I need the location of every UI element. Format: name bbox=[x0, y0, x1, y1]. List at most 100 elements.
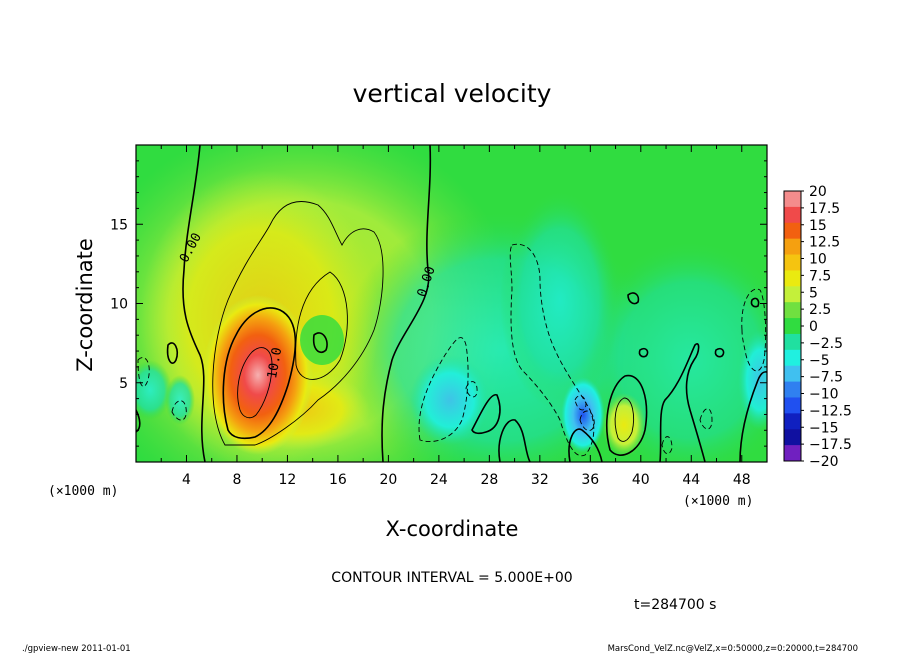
x-tick-label: 8 bbox=[232, 472, 241, 488]
time-label: t=284700 s bbox=[634, 597, 716, 613]
colorbar-swatch bbox=[784, 333, 801, 351]
y-axis: 5 10 15 bbox=[110, 160, 767, 447]
colorbar-label: −12.5 bbox=[809, 403, 852, 419]
colorbar-label: 7.5 bbox=[809, 268, 831, 284]
colorbar-swatch bbox=[784, 349, 801, 367]
colorbar: 2017.51512.5107.552.50−2.5−5−7.5−10−12.5… bbox=[783, 184, 852, 470]
colorbar-label: −20 bbox=[809, 454, 839, 470]
x-tick-label: 32 bbox=[531, 472, 549, 488]
y-axis-label: Z-coordinate bbox=[73, 238, 97, 372]
x-tick-label: 40 bbox=[632, 472, 650, 488]
contour-zero bbox=[498, 419, 531, 462]
field-band bbox=[500, 190, 620, 410]
contour-neg bbox=[465, 381, 478, 398]
contour-zero bbox=[638, 347, 649, 358]
colorbar-swatch bbox=[784, 365, 801, 383]
contour-neg bbox=[509, 243, 595, 457]
x-tick-label: 20 bbox=[379, 472, 397, 488]
contour-interval: CONTOUR INTERVAL = 5.000E+00 bbox=[331, 570, 572, 586]
field-band bbox=[738, 330, 767, 430]
x-tick-label: 16 bbox=[329, 472, 347, 488]
colorbar-swatch bbox=[784, 238, 801, 256]
y-tick-label: 5 bbox=[119, 376, 128, 392]
field-band bbox=[602, 393, 646, 457]
contour-zero bbox=[136, 409, 141, 433]
x-axis: 4 8 12 16 20 24 28 32 36 40 44 48 bbox=[160, 145, 751, 488]
field-band bbox=[165, 375, 195, 425]
colorbar-swatch bbox=[784, 286, 801, 303]
contour-neg bbox=[579, 410, 595, 431]
field-band bbox=[136, 360, 172, 420]
contour-neg bbox=[418, 337, 469, 442]
colorbar-label: −7.5 bbox=[809, 370, 843, 386]
colorbar-swatch bbox=[784, 397, 801, 414]
contour-zero bbox=[381, 145, 432, 462]
colorbar-swatch bbox=[784, 254, 801, 271]
colorbar-label: 5 bbox=[809, 285, 818, 301]
colorbar-swatch bbox=[784, 413, 801, 430]
colorbar-label: 10 bbox=[809, 252, 827, 268]
contour-zero bbox=[659, 343, 706, 462]
colorbar-label: 12.5 bbox=[809, 235, 840, 251]
contour-neg bbox=[661, 436, 673, 455]
colorbar-label: −2.5 bbox=[809, 336, 843, 352]
contour-zero bbox=[471, 394, 501, 435]
x-unit-left: (×1000 m) bbox=[48, 484, 118, 499]
contour-neg bbox=[137, 357, 150, 387]
contour-five bbox=[606, 375, 648, 456]
x-tick-label: 24 bbox=[430, 472, 448, 488]
colorbar-label: −17.5 bbox=[809, 437, 852, 453]
contour-five bbox=[614, 397, 635, 442]
colorbar-label: −10 bbox=[809, 387, 839, 403]
contour-neg bbox=[741, 288, 767, 372]
x-tick-label: 12 bbox=[279, 472, 297, 488]
colorbar-label: 2.5 bbox=[809, 302, 831, 318]
x-tick-label: 36 bbox=[581, 472, 599, 488]
x-axis-label: X-coordinate bbox=[386, 517, 519, 541]
contour-zero bbox=[714, 347, 725, 358]
contour-neg bbox=[574, 395, 587, 411]
contour-zero bbox=[166, 342, 179, 364]
chart-title: vertical velocity bbox=[353, 79, 552, 108]
contour-five bbox=[212, 201, 384, 446]
x-tick-label: 28 bbox=[480, 472, 498, 488]
colorbar-label: 0 bbox=[809, 319, 818, 335]
field-band bbox=[410, 355, 490, 445]
contour-zero bbox=[750, 297, 760, 308]
program-info: ./gpview-new 2011-01-01 bbox=[22, 644, 131, 654]
x-tick-label: 4 bbox=[182, 472, 191, 488]
contour-lines bbox=[136, 145, 767, 462]
contour-neg bbox=[171, 400, 187, 421]
contour-fifteen bbox=[237, 347, 273, 419]
colorbar-swatch bbox=[784, 270, 801, 287]
contour-zero bbox=[568, 428, 603, 462]
contour-zero bbox=[739, 371, 767, 462]
field-band bbox=[203, 295, 313, 455]
x-unit-right: (×1000 m) bbox=[683, 494, 753, 509]
colorbar-swatch bbox=[784, 222, 801, 240]
y-tick-label: 10 bbox=[110, 297, 128, 313]
colorbar-swatch bbox=[784, 381, 801, 398]
colorbar-swatch bbox=[784, 445, 801, 462]
colorbar-swatch bbox=[784, 318, 801, 335]
colorbar-swatch bbox=[784, 191, 801, 208]
contour-neg bbox=[699, 408, 713, 430]
colorbar-swatch bbox=[784, 206, 801, 224]
contour-five bbox=[312, 332, 328, 354]
colorbar-label: 20 bbox=[809, 184, 827, 200]
contour-five bbox=[295, 271, 348, 380]
colorbar-swatch bbox=[784, 302, 801, 319]
colorbar-label: −5 bbox=[809, 353, 830, 369]
x-tick-label: 48 bbox=[733, 472, 751, 488]
contour-label: 10.0 bbox=[265, 346, 285, 379]
contour-zero bbox=[182, 145, 206, 462]
colorbar-swatch bbox=[784, 429, 801, 446]
contour-zero bbox=[627, 292, 640, 305]
y-tick-label: 15 bbox=[110, 217, 128, 233]
x-tick-label: 44 bbox=[682, 472, 700, 488]
contour-ten bbox=[222, 307, 297, 440]
field-band bbox=[300, 315, 344, 365]
source-info: MarsCond_VelZ.nc@VelZ,x=0:50000,z=0:2000… bbox=[608, 644, 858, 654]
